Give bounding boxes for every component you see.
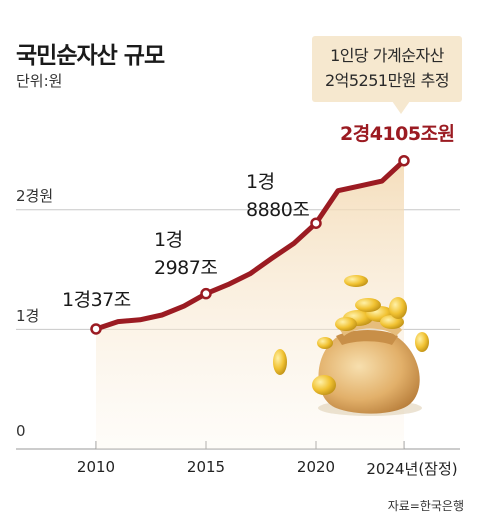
data-point-marker [310, 217, 322, 229]
data-point-marker [200, 287, 212, 300]
data-label-2015: 1경 2987조 [154, 226, 218, 282]
y-tick-label: 1경 [16, 307, 40, 325]
y-tick-label: 0 [16, 422, 26, 440]
data-label-line: 2경4105조원 [340, 123, 455, 145]
data-label-2020: 1경 8880조 [246, 168, 310, 224]
data-label-line: 8880조 [246, 199, 310, 221]
data-point-marker [90, 323, 102, 335]
data-label-2024: 2경4105조원 [340, 120, 455, 148]
chart-title: 국민순자산 규모 [16, 43, 165, 69]
callout-line-1: 1인당 가계순자산 [330, 46, 444, 65]
callout-box: 1인당 가계순자산 2억5251만원 추정 [312, 36, 462, 102]
data-label-line: 1경 [246, 171, 275, 193]
x-tick-label: 2015 [186, 458, 226, 476]
callout-tail [392, 101, 410, 114]
marker-layer [90, 154, 410, 335]
x-tick-label: 2020 [296, 458, 336, 476]
money-bag-icon [273, 275, 429, 416]
data-label-line: 2987조 [154, 257, 218, 279]
series-line [93, 158, 407, 332]
x-tick-label: 2024년(잠정) [366, 460, 458, 478]
data-label-2010: 1경37조 [62, 286, 131, 314]
callout-line-2: 2억5251만원 추정 [324, 71, 450, 90]
unit-label: 단위:원 [16, 72, 63, 90]
y-tick-label: 2경원 [16, 187, 54, 205]
data-point-marker [398, 154, 410, 167]
x-tick-label: 2010 [76, 458, 116, 476]
data-label-line: 1경 [154, 229, 183, 251]
source-note: 자료=한국은행 [387, 499, 464, 513]
data-label-line: 1경37조 [62, 289, 131, 311]
